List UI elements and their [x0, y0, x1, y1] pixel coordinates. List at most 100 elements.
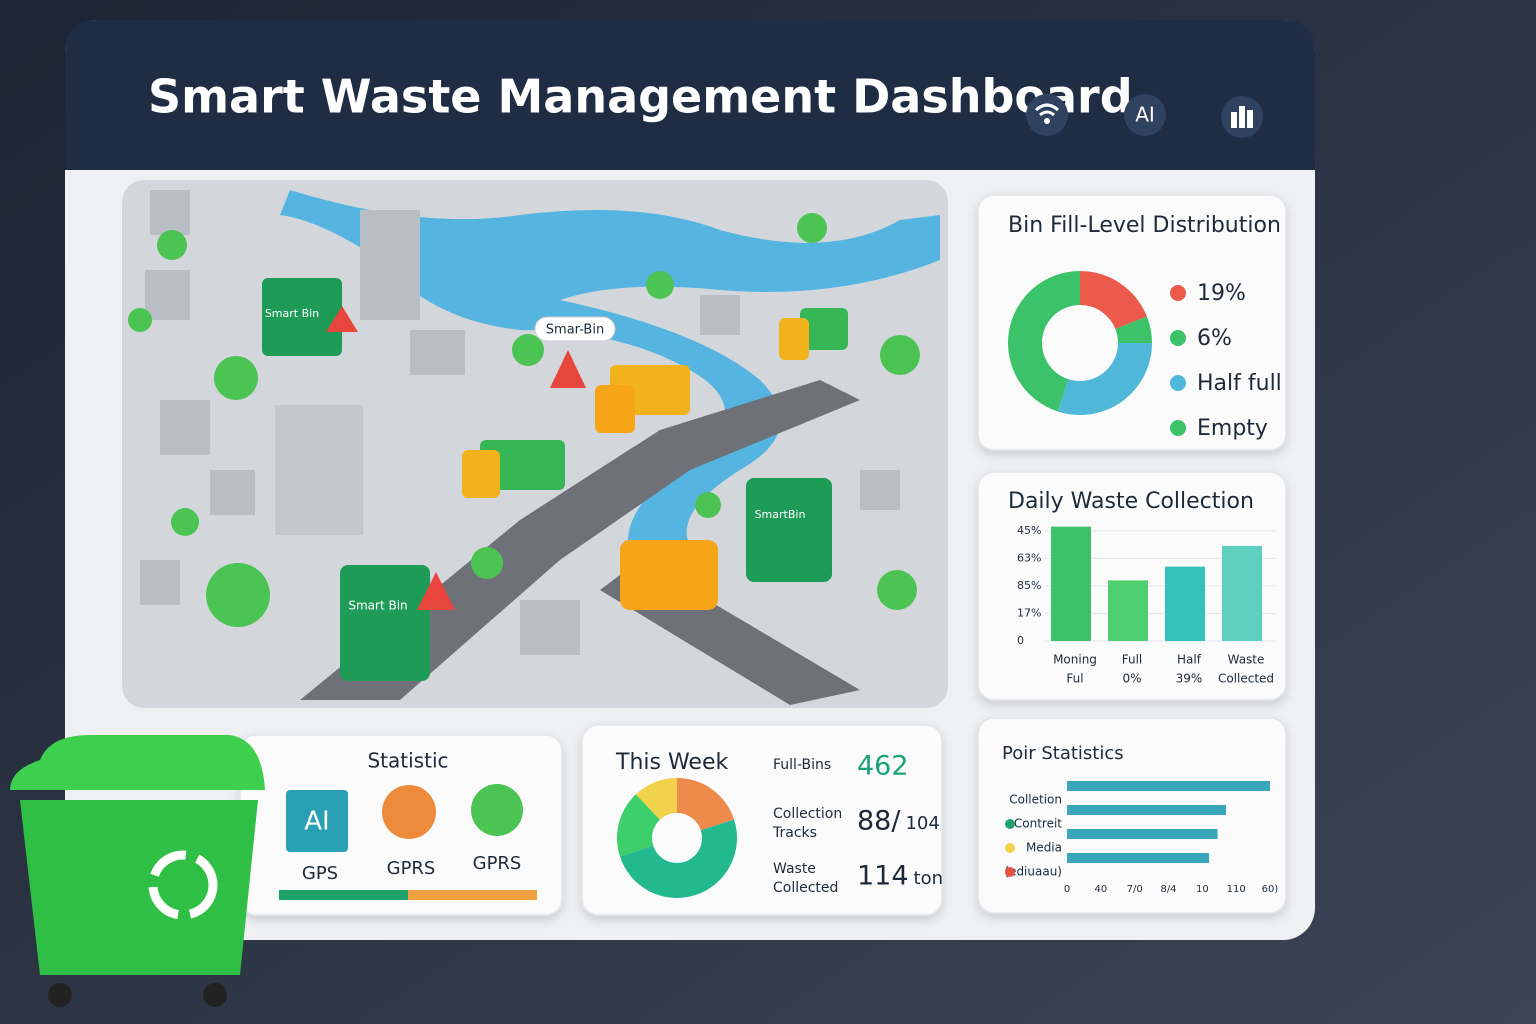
x-tick-label: 40 [1094, 884, 1107, 895]
map: Smart Bin Smar-Bin SmartBin Smart Bin [122, 180, 948, 708]
building [150, 190, 190, 235]
tree [157, 230, 187, 260]
x-tick-label: Collected [1218, 672, 1274, 686]
x-tick-label: 10 [1196, 884, 1209, 895]
pie-slice [1115, 316, 1152, 343]
tree [877, 570, 917, 610]
category-label: Contreit [1014, 817, 1062, 831]
panel-title: Daily Waste Collection [1008, 489, 1254, 514]
bin-label: Smart Bin [348, 599, 407, 613]
bins: Smart Bin Smar-Bin SmartBin Smart Bin [262, 278, 832, 681]
stat-value: 114 [857, 861, 909, 892]
pie-slice [617, 794, 660, 857]
ai-icon[interactable] [1124, 94, 1166, 136]
tree [214, 356, 258, 400]
building [275, 405, 363, 535]
panel-title: Poir Statistics [1002, 743, 1124, 764]
building [160, 400, 210, 455]
legend-label: 19% [1197, 281, 1246, 306]
tree [880, 335, 920, 375]
trash-bin [10, 735, 265, 1007]
stat-label: Collected [773, 880, 838, 896]
panel-title: Statistic [367, 749, 448, 773]
tree [512, 334, 544, 366]
x-tick-label: Moning [1053, 653, 1097, 667]
building [700, 295, 740, 335]
pie-slice [1008, 271, 1080, 412]
tree [646, 271, 674, 299]
bin-lid [10, 735, 265, 790]
smart-bin [746, 478, 832, 582]
progress-segment [408, 890, 537, 900]
category-label: Media [1026, 841, 1062, 855]
x-tick-label: Waste [1228, 653, 1265, 667]
legend-dot [1005, 867, 1015, 877]
bin-label: Smart Bin [265, 307, 319, 320]
y-tick-label: 45% [1017, 524, 1041, 537]
progress-segment [279, 890, 408, 900]
y-tick-label: 85% [1017, 579, 1041, 592]
truck [620, 540, 718, 610]
stat-label: GPRS [387, 858, 436, 879]
road [300, 380, 860, 700]
wifi-glyph [1034, 103, 1060, 117]
building [210, 470, 255, 515]
stat-label: Waste [773, 861, 816, 877]
wifi-dot [1044, 118, 1050, 124]
stat-label: Full-Bins [773, 757, 831, 773]
building [145, 270, 190, 320]
pie-slice [619, 819, 737, 898]
stat-value: 462 [857, 751, 909, 782]
bar [1067, 829, 1218, 839]
y-tick-label: 0 [1017, 634, 1024, 647]
building [860, 470, 900, 510]
legend-dot [1005, 843, 1015, 853]
wifi-icon[interactable] [1026, 94, 1068, 136]
x-tick-label: Full [1122, 653, 1143, 667]
gprs-icon [471, 784, 523, 836]
x-tick-label: 60) [1262, 884, 1279, 895]
panel-title: Bin Fill-Level Distribution [1008, 213, 1281, 238]
building [520, 600, 580, 655]
building [360, 210, 420, 320]
recycle-glyph [148, 850, 218, 920]
bar [1108, 580, 1148, 641]
legend-dot [1170, 285, 1186, 301]
x-tick-label: Half [1177, 653, 1202, 667]
bar [1165, 566, 1205, 641]
bar [1067, 805, 1227, 815]
x-tick-label: 110 [1227, 884, 1246, 895]
x-tick-label: 8/4 [1160, 884, 1176, 895]
tree [471, 547, 503, 579]
river [280, 190, 940, 580]
smart-bin [340, 565, 430, 681]
stat-sub: 104 [905, 813, 939, 834]
bin-wheel [48, 983, 72, 1007]
legend-dot [1170, 375, 1186, 391]
x-tick-label: 0 [1064, 884, 1070, 895]
x-tick-label: 39% [1176, 672, 1203, 686]
stat-label: Tracks [772, 825, 817, 841]
ai-icon-label: AI [1135, 103, 1155, 127]
truck [462, 450, 500, 498]
tree [206, 563, 270, 627]
x-tick-label: Ful [1066, 672, 1083, 686]
bar [1222, 545, 1262, 641]
legend-dot [1170, 330, 1186, 346]
legend-dot [1005, 819, 1015, 829]
truck [595, 385, 635, 433]
category-label: Colletion [1009, 793, 1062, 807]
truck [779, 318, 809, 360]
y-tick-label: 63% [1017, 551, 1041, 564]
trucks [462, 308, 848, 610]
bin-label: Smar-Bin [546, 323, 604, 338]
header-title: Smart Waste Management Dashboard [148, 70, 1133, 124]
stat-sub: ton [914, 868, 943, 889]
header-icons: AI [1026, 94, 1263, 138]
bin-body [20, 800, 258, 975]
truck [800, 308, 848, 350]
truck [480, 440, 565, 490]
x-tick-label: 7/0 [1127, 884, 1143, 895]
smart-bin [262, 278, 342, 356]
